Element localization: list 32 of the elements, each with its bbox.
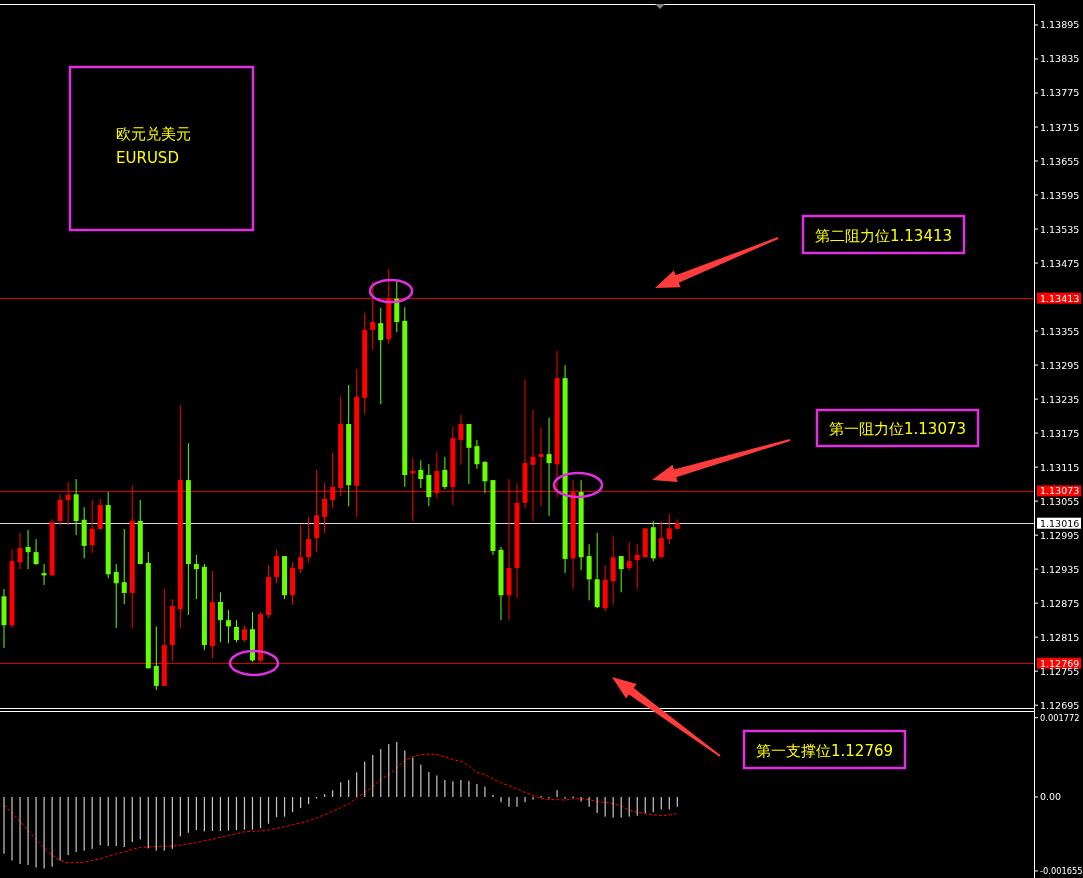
y-tick-label: 1.12695	[1040, 699, 1080, 711]
y-tick-label: 1.13535	[1040, 223, 1080, 235]
y-tick-label: 1.13355	[1040, 325, 1080, 337]
line-series	[3, 753, 678, 864]
y-tick-label: -0.001655	[1040, 865, 1083, 876]
y-tick-label: 1.13595	[1040, 189, 1080, 201]
ref-line-label: 1.13073	[1040, 485, 1080, 497]
y-tick-label: 1.13175	[1040, 427, 1080, 439]
y-tick-label: 1.12815	[1040, 631, 1080, 643]
y-tick-label: 1.13775	[1040, 87, 1080, 99]
text: EURUSD	[116, 149, 179, 167]
y-tick-label: 1.13235	[1040, 393, 1080, 405]
ref-line-label: 1.13016	[1040, 517, 1080, 529]
y-tick-label: 0.001772	[1040, 712, 1080, 723]
y-tick-label: 1.13715	[1040, 121, 1080, 133]
y-tick-label: 1.12995	[1040, 529, 1080, 541]
ref-line-label: 1.12769	[1040, 657, 1080, 669]
text: 欧元兑美元	[116, 125, 191, 143]
y-tick-label: 1.13655	[1040, 155, 1080, 167]
y-tick-label: 0.00	[1040, 791, 1062, 803]
y-tick-label: 1.12935	[1040, 563, 1080, 575]
annotation: 第一支撑位1.12769	[755, 741, 894, 760]
ref-line-label: 1.13413	[1040, 292, 1080, 304]
annotation: 第一阻力位1.13073	[828, 420, 967, 438]
annotation: 第二阻力位1.13413	[814, 226, 953, 245]
y-tick-label: 1.13295	[1040, 359, 1080, 371]
y-tick-label: 1.13475	[1040, 257, 1080, 269]
y-tick-label: 1.13055	[1040, 495, 1080, 507]
y-tick-label: 1.12875	[1040, 597, 1080, 609]
y-tick-label: 1.13895	[1040, 19, 1080, 31]
y-tick-label: 1.13115	[1040, 461, 1080, 473]
y-tick-label: 1.13835	[1040, 53, 1080, 65]
